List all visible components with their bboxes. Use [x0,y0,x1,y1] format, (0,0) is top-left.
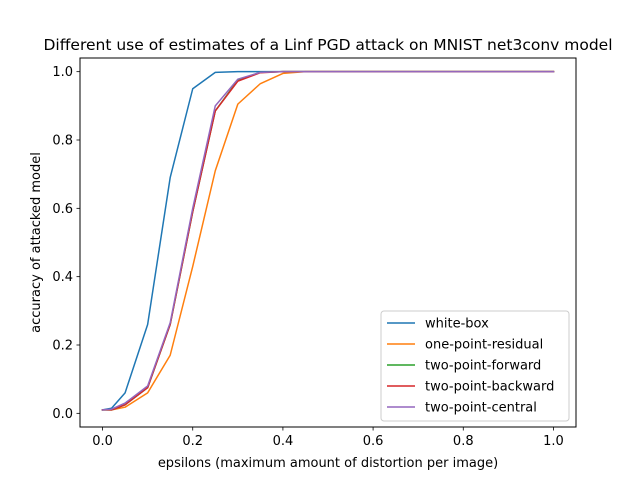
series-line-two-point-central [101,70,555,411]
y-tick-label: 1.0 [52,65,73,80]
legend-items: white-box one-point-residual two-point-for… [387,317,554,416]
y-tick-label: 0.6 [52,202,73,217]
y-tick-label: 0.2 [52,339,73,354]
x-tick-label: 0.8 [453,434,474,449]
legend-label-white-box: white-box [425,317,489,332]
legend-label-two-point-backward: two-point-backward [425,380,554,395]
y-tick-label: 0.4 [52,270,73,285]
legend-box [380,310,570,422]
plot-area [79,57,577,428]
legend-label-one-point-residual: one-point-residual [425,338,543,353]
y-tick-label: 0.0 [52,407,73,422]
y-axis-label: accuracy of attacked model [29,152,44,333]
legend: white-box one-point-residual two-point-for… [380,310,570,422]
chart-title: Different use of estimates of a Linf PGD… [43,36,612,54]
x-tick-label: 0.6 [363,434,384,449]
x-axis-ticks: 0.0 0.2 0.4 0.6 0.8 1.0 [92,427,564,449]
series-lines [101,70,555,411]
x-axis-label: epsilons (maximum amount of distortion p… [158,456,498,471]
x-tick-label: 1.0 [543,434,564,449]
x-tick-label: 0.2 [182,434,203,449]
y-axis-ticks: 0.0 0.2 0.4 0.6 0.8 1.0 [52,65,80,422]
y-tick-label: 0.8 [52,134,73,149]
axes-frame [79,57,577,428]
x-tick-label: 0.0 [92,434,113,449]
legend-label-two-point-central: two-point-central [425,401,537,416]
x-tick-label: 0.4 [273,434,294,449]
legend-label-two-point-forward: two-point-forward [425,359,541,374]
